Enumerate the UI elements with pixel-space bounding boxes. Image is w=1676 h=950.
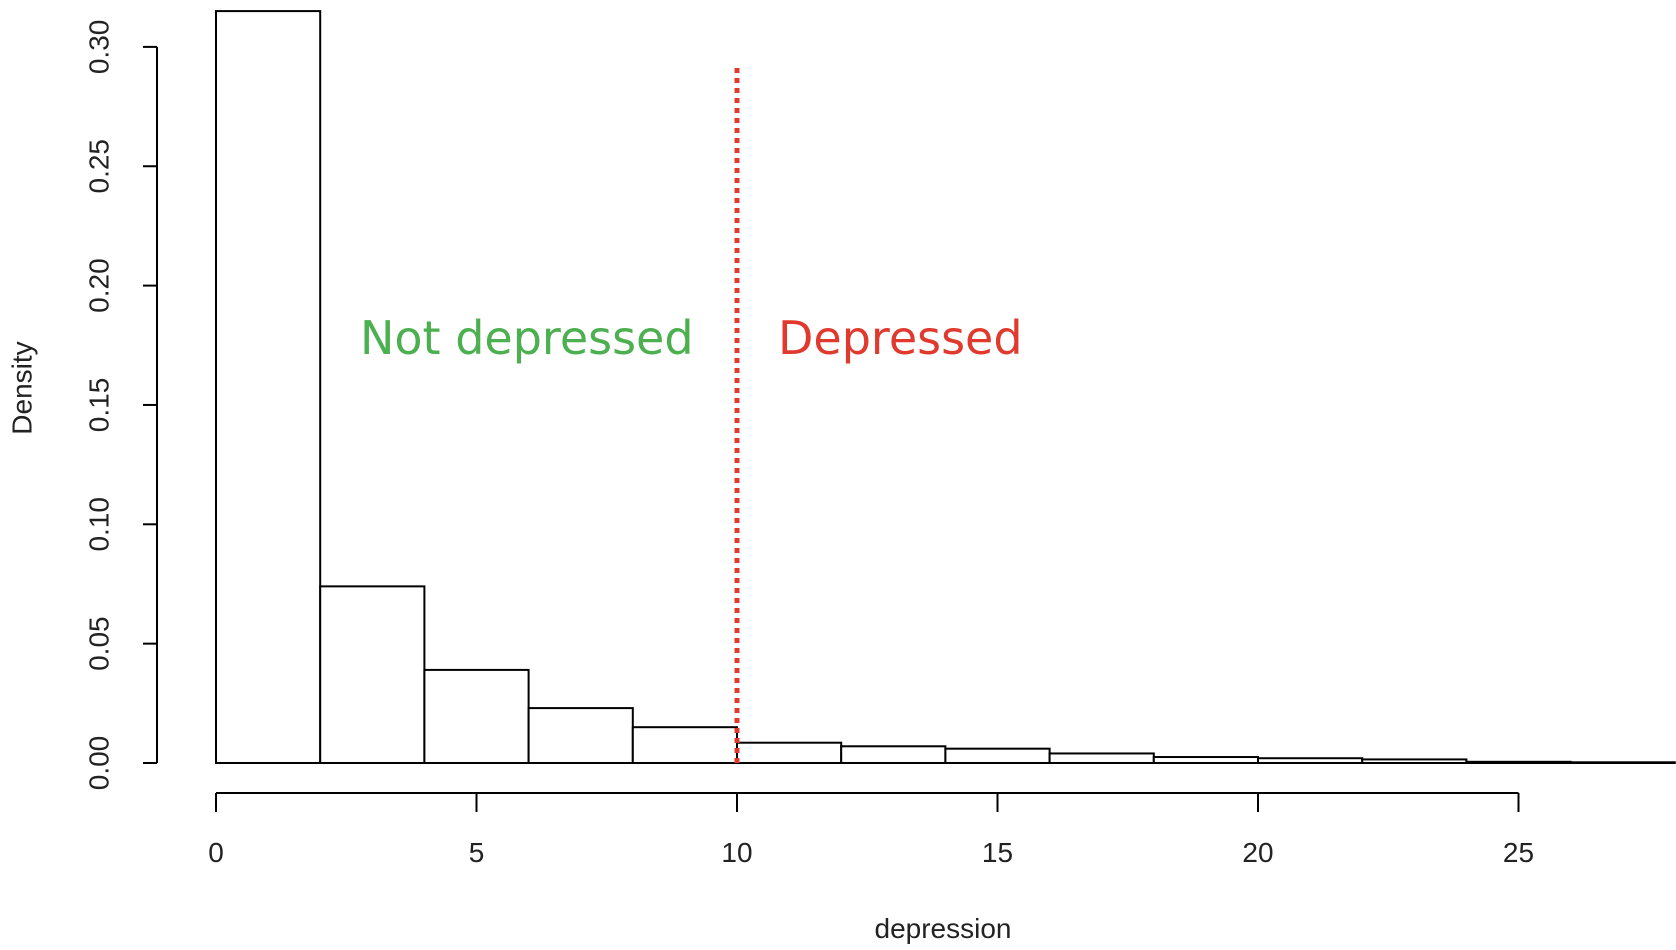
y-tick-label: 0.25 bbox=[83, 139, 114, 194]
histogram-bar-7 bbox=[944, 747, 1051, 764]
histogram-bins bbox=[215, 10, 1676, 765]
histogram-bar-5 bbox=[736, 741, 843, 765]
histogram-bar-3 bbox=[527, 707, 634, 764]
y-tick-label: 0.30 bbox=[83, 20, 114, 75]
y-tick-label: 0.15 bbox=[83, 378, 114, 433]
y-axis-ticks: 0.00 0.05 0.10 0.15 0.20 0.25 0.30 bbox=[83, 20, 157, 791]
histogram-bar-4 bbox=[631, 726, 738, 765]
x-tick-label: 15 bbox=[982, 837, 1013, 868]
histogram-bar-8 bbox=[1048, 752, 1155, 765]
y-axis-title: Density bbox=[6, 341, 37, 434]
histogram-bar-6 bbox=[840, 745, 947, 765]
histogram-bar-1 bbox=[319, 585, 426, 764]
y-tick-label: 0.05 bbox=[83, 616, 114, 671]
x-tick-label: 25 bbox=[1503, 837, 1534, 868]
y-tick-label: 0.10 bbox=[83, 497, 114, 552]
x-axis-ticks: 0 5 10 15 20 25 bbox=[208, 793, 1534, 868]
x-tick-label: 20 bbox=[1242, 837, 1273, 868]
histogram-bar-2 bbox=[423, 668, 530, 764]
x-tick-label: 0 bbox=[208, 837, 224, 868]
x-tick-label: 10 bbox=[721, 837, 752, 868]
histogram-bar-0 bbox=[215, 10, 322, 765]
x-axis-title: depression bbox=[875, 913, 1012, 944]
x-tick-label: 5 bbox=[469, 837, 485, 868]
y-tick-label: 0.20 bbox=[83, 258, 114, 313]
y-tick-label: 0.00 bbox=[83, 736, 114, 791]
annotation-not-depressed: Not depressed bbox=[360, 311, 694, 365]
annotation-depressed: Depressed bbox=[778, 311, 1023, 365]
